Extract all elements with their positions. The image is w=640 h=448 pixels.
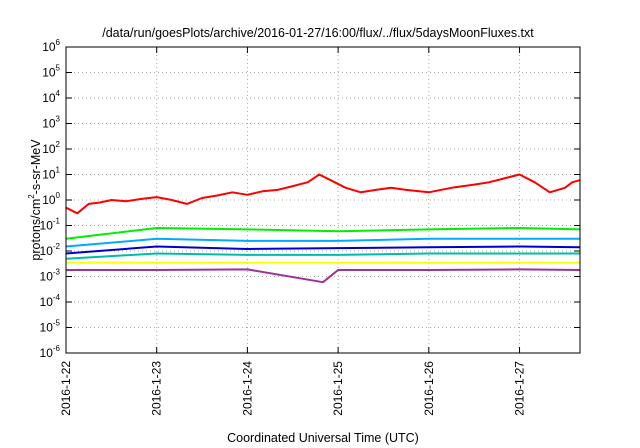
- axis-ticks: 10-6 10-5 10-4 10-3 10-2 10-1 100 101 102 103 104 1…: [40, 38, 580, 416]
- y-tick-label: 103: [42, 115, 60, 131]
- series-line-4: [65, 245, 581, 255]
- y-tick-label: 10-2: [40, 242, 61, 258]
- series-line-2: [65, 227, 581, 240]
- y-tick-label: 106: [42, 38, 60, 54]
- chart-title: /data/run/goesPlots/archive/2016-01-27/1…: [102, 26, 534, 40]
- series-group: [65, 173, 581, 284]
- series-line-3: [65, 237, 580, 248]
- x-tick-label: 2016-1-27: [513, 361, 527, 416]
- series-line-1: [65, 173, 581, 215]
- y-axis-label-group: protons/cm2-s-sr-MeV: [27, 139, 43, 261]
- y-tick-label: 104: [42, 89, 60, 105]
- grid: [66, 47, 580, 353]
- series-line-7: [66, 268, 581, 284]
- y-axis-label: protons/cm2-s-sr-MeV: [27, 139, 43, 261]
- y-tick-label: 10-3: [40, 268, 61, 284]
- y-tick-label: 10-6: [40, 344, 61, 360]
- x-tick-label: 2016-1-24: [240, 361, 254, 416]
- x-tick-label: 2016-1-22: [59, 361, 73, 416]
- x-axis-label: Coordinated Universal Time (UTC): [227, 431, 419, 445]
- x-tick-label: 2016-1-23: [150, 361, 164, 416]
- y-tick-label: 10-4: [40, 293, 61, 309]
- y-tick-label: 100: [42, 191, 60, 207]
- series-line-5: [65, 252, 580, 260]
- x-tick-label: 2016-1-25: [331, 361, 345, 416]
- y-tick-label: 101: [42, 166, 60, 182]
- y-tick-label: 10-1: [40, 217, 61, 233]
- y-tick-label: 105: [42, 64, 60, 80]
- y-tick-label: 102: [42, 140, 60, 156]
- x-tick-label: 2016-1-26: [422, 361, 436, 416]
- y-tick-label: 10-5: [40, 319, 61, 335]
